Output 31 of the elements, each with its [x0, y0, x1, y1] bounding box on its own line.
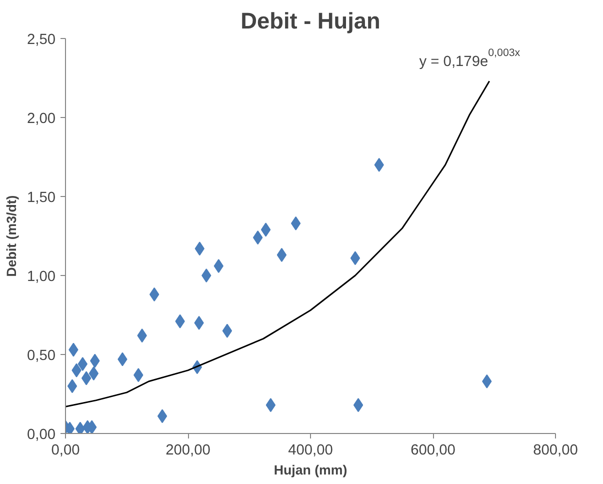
y-tick-label: 1,50 — [26, 190, 56, 206]
point — [266, 398, 276, 412]
point — [67, 379, 78, 394]
x-tick-label: 200,00 — [166, 442, 210, 458]
y-tick-label: 0,00 — [26, 427, 56, 443]
point — [350, 251, 360, 266]
point — [88, 366, 99, 380]
point — [290, 216, 301, 230]
y-axis-title: Debit (m3/dt) — [4, 195, 19, 277]
chart-title: Debit - Hujan — [240, 8, 380, 34]
point — [276, 248, 287, 262]
x-tick-label: 800,00 — [533, 442, 578, 458]
point — [157, 409, 168, 424]
point — [353, 398, 364, 412]
y-tick-label: 2,50 — [26, 32, 56, 48]
point — [66, 422, 75, 434]
y-tick-label: 0,50 — [26, 348, 56, 364]
x-tick-label: 400,00 — [288, 442, 333, 458]
point — [202, 268, 212, 282]
point — [81, 371, 92, 386]
x-axis-title: Hujan (mm) — [274, 462, 348, 478]
x-tick-label: 600,00 — [410, 442, 456, 458]
point — [222, 324, 232, 338]
point — [75, 422, 86, 434]
line-series — [66, 80, 490, 408]
y-tick-label: 1,00 — [26, 269, 56, 285]
point — [252, 230, 263, 245]
point — [149, 287, 160, 302]
x-tick-label: 0,00 — [51, 442, 80, 458]
y-tick-label: 2,00 — [26, 111, 56, 127]
point — [260, 222, 271, 237]
